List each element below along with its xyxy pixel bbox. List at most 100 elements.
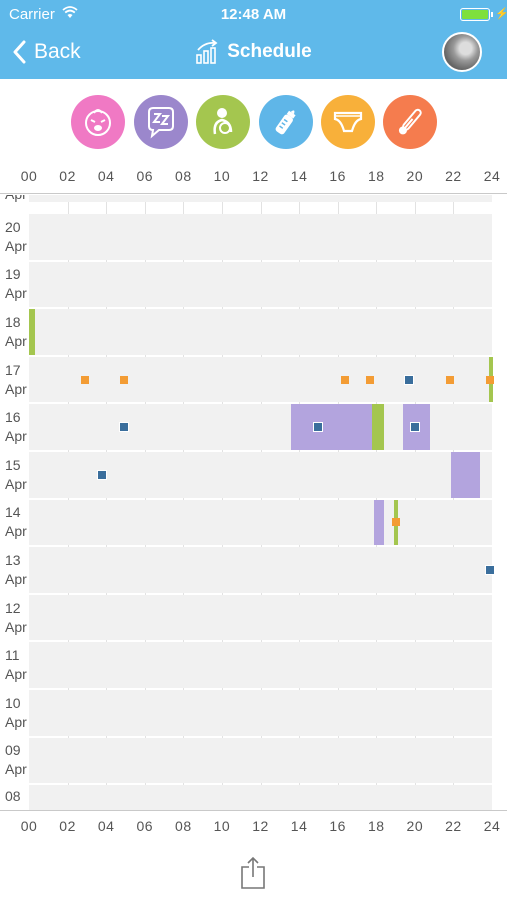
hour-label: 08: [175, 168, 192, 184]
axis-divider-bottom: [0, 810, 507, 811]
sleep-filter-button[interactable]: [134, 95, 188, 149]
hour-label: 20: [406, 818, 424, 834]
bottle-event-marker[interactable]: [97, 469, 108, 480]
back-label: Back: [34, 40, 81, 63]
battery-tip: [491, 12, 493, 17]
hour-label: 12: [252, 818, 269, 834]
crying-baby-icon: [85, 109, 111, 136]
category-filter-bar: [0, 95, 507, 151]
diaper-filter-button[interactable]: [321, 95, 375, 149]
diaper-event-marker[interactable]: [119, 375, 128, 384]
bottle-event-marker[interactable]: [404, 374, 415, 385]
hour-label: 14: [290, 168, 308, 184]
page-title-text: Schedule: [227, 41, 312, 62]
day-row-15: 15 Apr: [0, 452, 507, 498]
breastfeeding-filter-button[interactable]: [196, 95, 250, 149]
hour-label: 18: [367, 168, 385, 184]
day-label: 11 Apr: [5, 647, 27, 683]
hour-label: 06: [136, 168, 154, 184]
back-button[interactable]: Back: [12, 38, 81, 66]
day-label: 20 Apr: [5, 218, 27, 254]
row-background: [29, 594, 492, 641]
day-row-13: 13 Apr: [0, 547, 507, 593]
hour-label: 00: [20, 168, 38, 184]
hour-label: 12: [252, 168, 269, 184]
row-background: [29, 737, 492, 784]
day-row-20: 20 Apr: [0, 214, 507, 260]
hour-label: 04: [97, 168, 115, 184]
hour-label: 02: [59, 168, 76, 184]
diaper-event-marker[interactable]: [486, 375, 495, 384]
share-icon: [241, 856, 265, 889]
hour-label: 22: [445, 818, 462, 834]
day-row-09: 09 Apr: [0, 737, 507, 784]
status-bar: Carrier 12:48 AM ⚡: [0, 0, 507, 28]
day-row-18: 18 Apr: [0, 309, 507, 355]
share-button[interactable]: [240, 856, 266, 895]
hour-label: 08: [175, 818, 192, 834]
hour-label: 24: [483, 168, 501, 184]
hour-label: 00: [20, 818, 38, 834]
page-title: Schedule: [0, 38, 507, 66]
hour-label: 04: [97, 818, 115, 834]
day-row-12: 12 Apr: [0, 594, 507, 641]
day-label: 19 Apr: [5, 266, 27, 302]
thermometer-filter-button[interactable]: [383, 95, 437, 149]
diaper-icon: [333, 111, 363, 133]
day-label: 13 Apr: [5, 551, 27, 587]
diaper-event-marker[interactable]: [445, 375, 454, 384]
day-row-16: 16 Apr: [0, 404, 507, 450]
day-label: 12 Apr: [5, 599, 27, 635]
bottle-event-marker[interactable]: [118, 422, 129, 433]
hour-label: 24: [483, 818, 501, 834]
crying-filter-button[interactable]: [71, 95, 125, 149]
row-background: [29, 785, 492, 810]
day-label: 10 Apr: [5, 694, 27, 730]
day-row-14: 14 Apr: [0, 499, 507, 546]
bottle-filter-button[interactable]: [259, 95, 313, 149]
diaper-event-marker[interactable]: [341, 375, 350, 384]
sleep-event-bar[interactable]: [451, 452, 481, 498]
baby-bottle-icon: [275, 110, 296, 135]
hour-label: 10: [213, 168, 231, 184]
row-background: [29, 690, 492, 736]
sleep-event-bar[interactable]: [291, 404, 373, 450]
hour-label: 22: [445, 168, 462, 184]
hour-axis-bottom: 00 02 04 06 08 10 12 14 16 18 20 22 24: [0, 818, 507, 842]
breastfeeding-icon: [213, 108, 233, 135]
day-row-11: 11 Apr: [0, 642, 507, 688]
bottle-event-marker[interactable]: [409, 422, 420, 433]
diaper-event-marker[interactable]: [80, 375, 89, 384]
diaper-event-marker[interactable]: [391, 518, 400, 527]
bottle-event-marker[interactable]: [313, 422, 324, 433]
sleep-event-bar[interactable]: [374, 499, 384, 546]
hour-label: 20: [406, 168, 424, 184]
carrier-label: Carrier: [9, 6, 55, 23]
row-background: [29, 214, 492, 260]
day-label: 16 Apr: [5, 409, 27, 445]
hour-label: 02: [59, 818, 76, 834]
hour-label: 18: [367, 818, 385, 834]
row-background: [29, 499, 492, 546]
bottle-event-marker[interactable]: [485, 565, 496, 575]
day-row-19: 19 Apr: [0, 261, 507, 308]
hour-label: 10: [213, 818, 231, 834]
feeding-event-bar[interactable]: [29, 309, 35, 355]
day-label: 09 Apr: [5, 742, 27, 778]
row-background: [29, 261, 492, 308]
diaper-event-marker[interactable]: [366, 375, 375, 384]
partial-row-top: Apr: [0, 195, 507, 202]
axis-divider-top: [0, 193, 507, 194]
avatar[interactable]: [442, 32, 482, 72]
partial-month-label: Apr: [5, 195, 29, 204]
feeding-event-bar[interactable]: [372, 404, 384, 450]
charging-icon: ⚡: [495, 8, 507, 20]
day-label: 17 Apr: [5, 361, 27, 397]
hour-label: 14: [290, 818, 308, 834]
row-background: [29, 309, 492, 355]
sleep-zzz-icon: [148, 107, 174, 139]
partial-row-bottom: 08: [0, 785, 507, 810]
day-row-17: 17 Apr: [0, 356, 507, 403]
